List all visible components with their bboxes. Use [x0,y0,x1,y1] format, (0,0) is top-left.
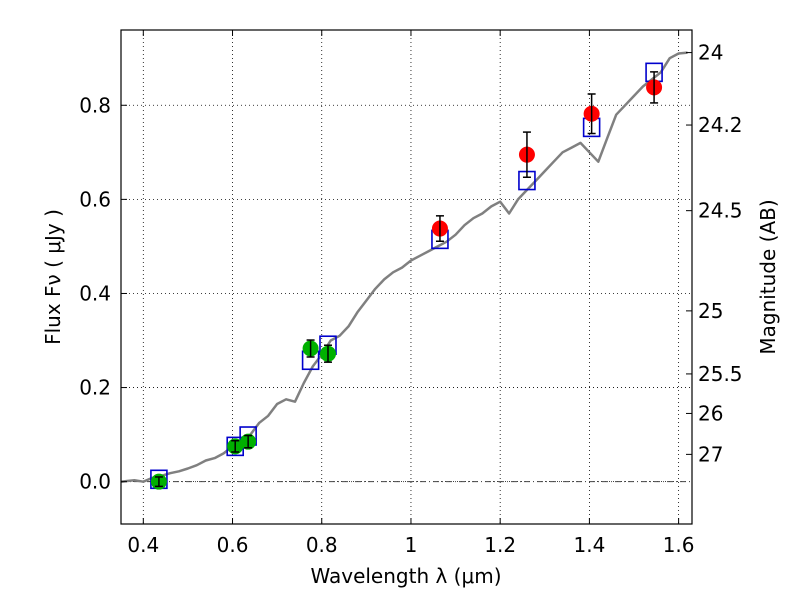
right-tick-label: 26 [698,401,723,425]
plot-background [121,30,692,524]
sed-model-curve [120,51,688,483]
right-tick-label: 27 [698,442,723,466]
sed-model-line [120,51,688,483]
tick-labels: 0.4 0.6 0.8 1 1.2 1.4 1.6 0.0 0.2 0.4 0.6 0.8 24 24.2… [79,41,742,557]
x-axis-label: Wavelength λ (μm) [310,564,501,588]
right-tick-label: 25 [698,299,723,323]
y-tick-label: 0.2 [79,376,111,400]
x-tick-label: 1.6 [663,533,695,557]
right-tick-label: 24.2 [698,113,743,137]
right-tick-label: 24.5 [698,199,743,223]
ticks [121,30,692,524]
x-tick-label: 0.6 [217,533,249,557]
x-tick-label: 0.8 [306,533,338,557]
y-tick-label: 0.8 [79,93,111,117]
x-tick-label: 1.2 [484,533,516,557]
x-tick-label: 1 [405,533,418,557]
markers [150,62,663,490]
y-tick-label: 0.0 [79,470,111,494]
right-tick-label: 24 [698,41,723,65]
right-axis-label: Magnitude (AB) [756,199,780,354]
y-tick-label: 0.6 [79,187,111,211]
right-tick-label: 25.5 [698,362,743,386]
y-tick-label: 0.4 [79,281,111,305]
x-tick-label: 1.4 [573,533,605,557]
y-axis-label: Flux Fν ( μJy ) [41,209,65,345]
x-tick-label: 0.4 [127,533,159,557]
plot-frame [120,29,693,525]
